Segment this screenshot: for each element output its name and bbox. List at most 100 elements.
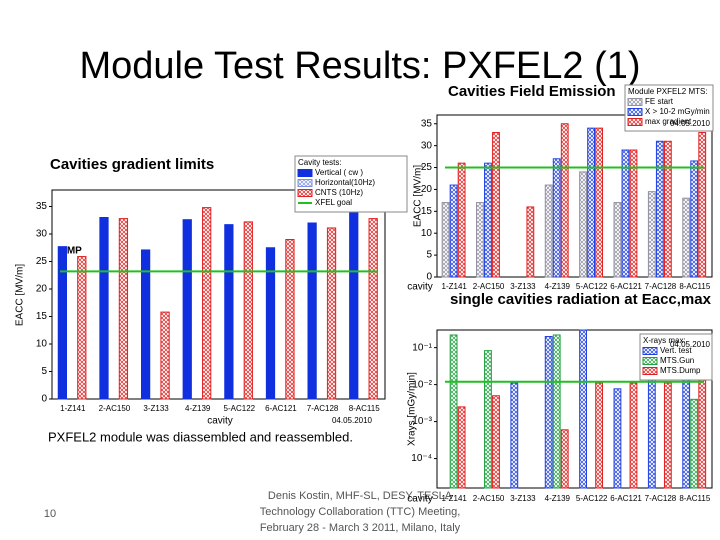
bar	[307, 222, 317, 400]
y-tick-label: 20	[36, 284, 48, 295]
legend-label: CNTS (10Hz)	[315, 188, 363, 197]
x-tick-label: 4-Z139	[185, 404, 211, 413]
bar	[647, 191, 656, 278]
y-tick-label: 10⁻⁴	[411, 453, 432, 464]
bar	[560, 429, 569, 489]
x-tick-label: 6-AC121	[610, 494, 642, 503]
legend-swatch	[297, 169, 313, 177]
bar	[99, 217, 109, 400]
x-tick-label: 2-AC150	[473, 282, 505, 291]
x-tick-label: 6-AC121	[610, 282, 642, 291]
x-tick-label: 1-Z141	[442, 282, 468, 291]
bar	[698, 132, 707, 278]
bar	[457, 406, 466, 489]
x-tick-label: 4-Z139	[545, 494, 571, 503]
bar	[77, 256, 87, 400]
legend-swatch	[627, 108, 643, 116]
bar	[492, 395, 500, 489]
chart-title: single cavities radiation at Eacc,max	[450, 291, 712, 308]
page-number: 10	[44, 508, 56, 520]
y-tick-label: 10	[421, 228, 433, 239]
bar	[476, 202, 484, 278]
x-tick-label: 5-AC122	[576, 494, 608, 503]
bar	[243, 221, 253, 400]
bar	[613, 202, 622, 278]
bar	[629, 149, 638, 278]
x-tick-label: 3-Z133	[143, 404, 169, 413]
legend-box	[294, 155, 408, 213]
bar	[285, 239, 295, 400]
axis-title: cavity	[407, 494, 433, 505]
y-tick-label: 10⁻³	[412, 416, 432, 427]
x-tick-label: 4-Z139	[545, 282, 571, 291]
axis-title: cavity	[207, 416, 233, 427]
y-tick-label: 0	[41, 394, 47, 405]
y-tick-label: 5	[41, 366, 47, 377]
legend-label: MTS.Gun	[660, 356, 694, 365]
bar	[655, 140, 664, 278]
bar	[595, 127, 604, 278]
bar	[160, 311, 170, 400]
y-tick-label: 5	[426, 250, 432, 261]
x-tick-label: 7-AC128	[645, 282, 677, 291]
bar	[663, 140, 672, 278]
bar	[690, 398, 699, 489]
legend-label: X > 10-2 mGy/min	[645, 107, 710, 116]
legend-label: max gradient	[645, 117, 692, 126]
legend-swatch	[642, 347, 658, 355]
bar	[484, 162, 492, 278]
x-tick-label: 8-AC115	[349, 404, 381, 413]
slide-title: Module Test Results: PXFEL2 (1)	[79, 45, 640, 87]
legend-swatch	[627, 118, 643, 126]
bar	[224, 224, 234, 400]
bar	[492, 132, 500, 278]
legend-label: XFEL goal	[315, 198, 352, 207]
axis-title: EACC [MV/m]	[413, 165, 424, 227]
bar	[621, 149, 630, 278]
legend-title: Module PXFEL2 MTS:	[628, 87, 708, 96]
x-tick-label: 5-AC122	[576, 282, 608, 291]
bar	[526, 206, 535, 278]
footer-line: Technology Collaboration (TTC) Meeting,	[260, 506, 461, 518]
bar	[544, 184, 553, 278]
bar	[265, 247, 276, 400]
chart-title: Cavities gradient limits	[50, 156, 214, 173]
y-tick-label: 15	[36, 311, 48, 322]
bar	[587, 127, 595, 278]
legend-title: X-rays max:	[643, 336, 686, 345]
bar	[552, 334, 561, 489]
y-tick-label: 0	[426, 272, 432, 283]
x-tick-label: 8-AC115	[679, 494, 711, 503]
date-label: 04.05.2010	[332, 416, 373, 425]
legend-title: Cavity tests:	[298, 158, 342, 167]
bar	[202, 207, 212, 400]
bar	[613, 388, 622, 489]
legend-swatch	[297, 189, 313, 197]
legend-label: Vert. test	[660, 346, 692, 355]
axis-title: cavity	[407, 282, 433, 293]
bar	[449, 184, 458, 278]
y-tick-label: 30	[36, 229, 48, 240]
bar	[510, 382, 519, 489]
y-tick-label: 35	[36, 201, 48, 212]
y-tick-label: 30	[421, 140, 433, 151]
legend-label: Vertical ( cw )	[315, 168, 363, 177]
y-tick-label: 15	[421, 206, 433, 217]
bar	[682, 370, 691, 489]
y-tick-label: 20	[421, 184, 433, 195]
legend-swatch	[642, 357, 658, 365]
bar	[629, 382, 638, 489]
bar	[663, 382, 672, 489]
date-label: 04.05.2010	[670, 340, 711, 349]
x-tick-label: 8-AC115	[679, 282, 711, 291]
bar	[579, 171, 587, 278]
x-tick-label: 1-Z141	[442, 494, 468, 503]
axis-title: EACC [MV/m]	[15, 264, 26, 326]
y-tick-label: 10⁻¹	[412, 342, 432, 353]
bar	[484, 350, 492, 489]
x-tick-label: 3-Z133	[510, 282, 536, 291]
x-tick-label: 3-Z133	[510, 494, 536, 503]
bar	[595, 382, 604, 489]
bar	[457, 162, 466, 278]
